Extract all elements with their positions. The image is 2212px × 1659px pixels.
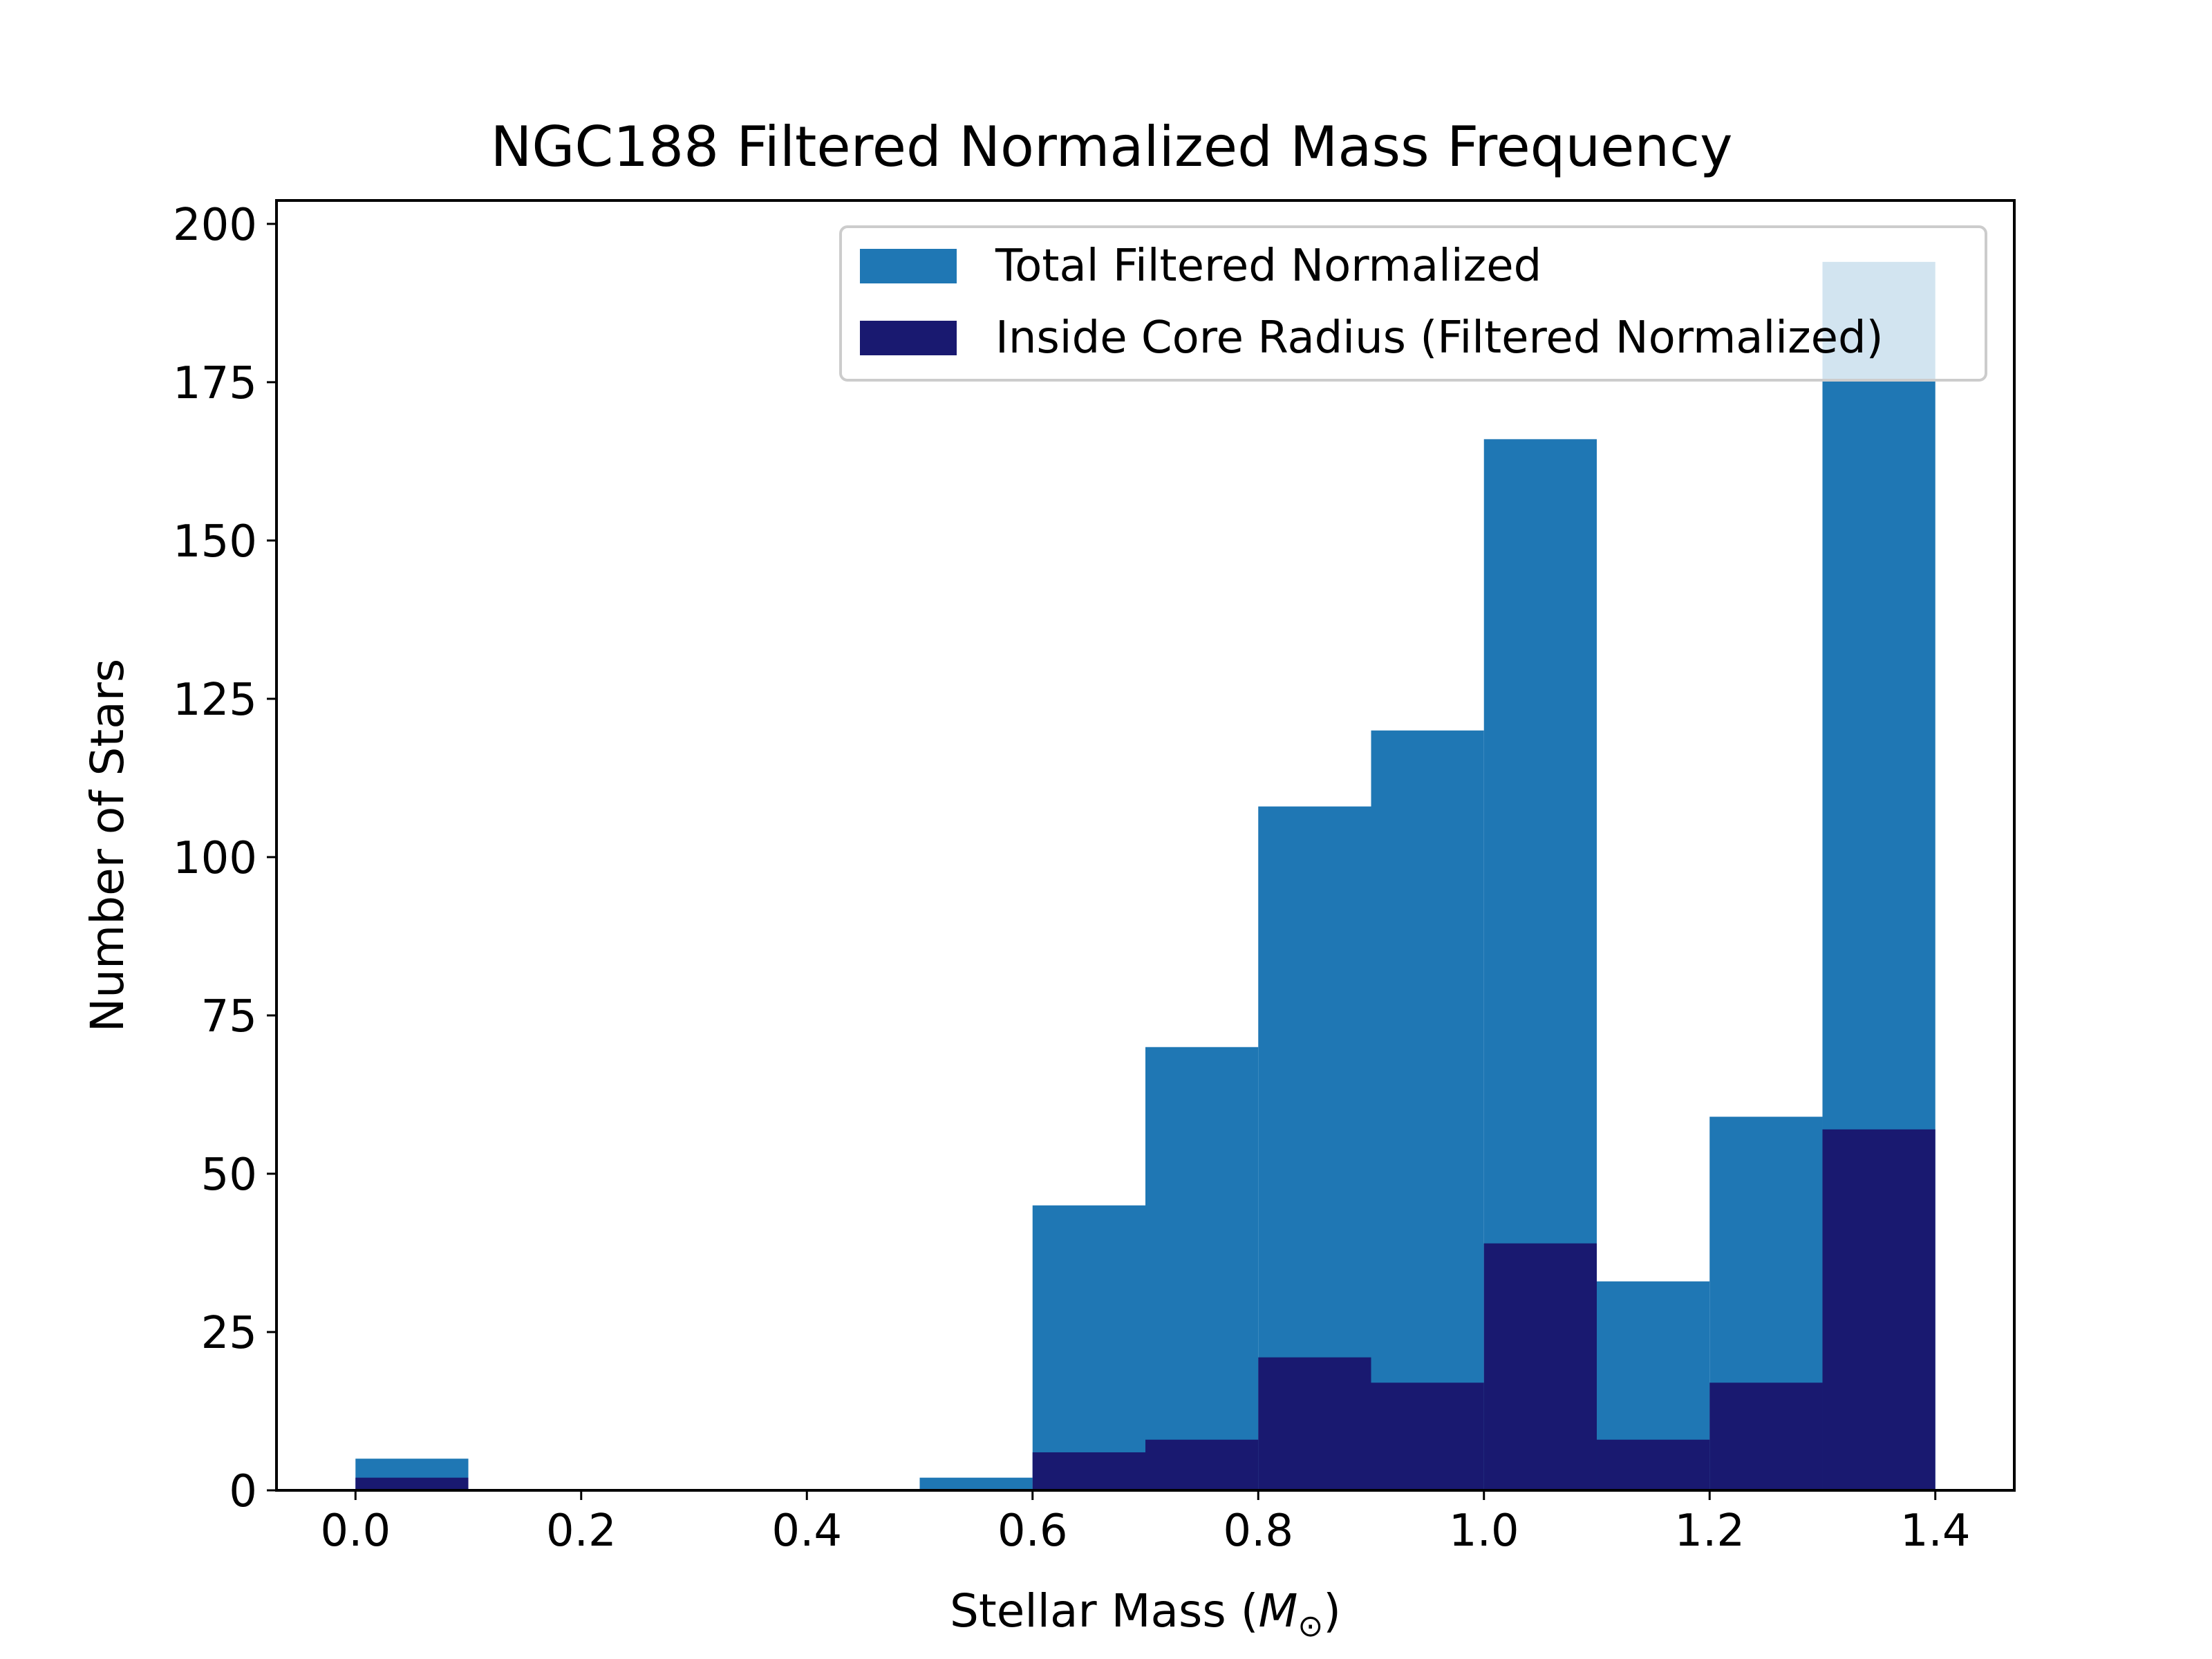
x-tick-label: 0.4 (771, 1506, 842, 1557)
legend: Total Filtered Normalized Inside Core Ra… (839, 225, 1987, 382)
x-axis-label-suffix: ) (1323, 1584, 1341, 1638)
x-axis-label: Stellar Mass (M⊙) (950, 1584, 1341, 1644)
x-tick-label: 0.8 (1223, 1506, 1293, 1557)
bar-core-9 (1371, 1382, 1484, 1490)
bar-total-7 (1145, 1047, 1259, 1490)
x-axis-label-subscript: ⊙ (1297, 1609, 1323, 1644)
bar-core-8 (1258, 1357, 1371, 1490)
x-tick-label: 1.2 (1674, 1506, 1745, 1557)
bar-core-12 (1709, 1382, 1823, 1490)
bar-core-13 (1822, 1129, 1936, 1490)
legend-box (839, 225, 1987, 382)
legend-label-core: Inside Core Radius (Filtered Normalized) (995, 312, 1884, 364)
bar-core-0 (355, 1477, 469, 1490)
legend-label-total: Total Filtered Normalized (995, 241, 1541, 292)
x-tick-label: 0.6 (997, 1506, 1068, 1557)
ticks-layer: 0.0 0.2 0.4 0.6 0.8 1.0 1.2 1.4 0 25 50 75 100 125 150… (173, 200, 1971, 1557)
y-tick-label: 25 (201, 1308, 257, 1359)
x-axis-label-symbol: M (1258, 1584, 1297, 1638)
x-tick-label: 1.0 (1449, 1506, 1519, 1557)
y-tick-label: 125 (173, 675, 257, 726)
bar-total-5 (919, 1477, 1033, 1490)
y-tick-label: 75 (201, 991, 257, 1042)
y-axis-label: Number of Stars (81, 659, 134, 1032)
x-axis-label-prefix: Stellar Mass ( (950, 1584, 1259, 1638)
y-tick-label: 175 (173, 358, 257, 409)
plot-frame (275, 199, 2016, 1492)
x-tick-label: 0.0 (320, 1506, 391, 1557)
x-tick-label: 1.4 (1900, 1506, 1971, 1557)
y-tick-label: 50 (201, 1150, 257, 1201)
legend-swatch-core (860, 321, 957, 355)
legend-swatch-total (860, 249, 957, 283)
y-tick-label: 200 (173, 200, 257, 251)
x-tick-label: 0.2 (546, 1506, 617, 1557)
bar-core-11 (1596, 1439, 1710, 1490)
bars-layer (355, 261, 1936, 1490)
bar-core-6 (1032, 1452, 1145, 1490)
bar-core-10 (1483, 1243, 1597, 1490)
y-tick-label: 150 (173, 516, 257, 568)
y-tick-label: 100 (173, 833, 257, 884)
bar-core-7 (1145, 1439, 1259, 1490)
bar-total-9 (1371, 730, 1484, 1490)
chart-title: NGC188 Filtered Normalized Mass Frequenc… (491, 115, 1733, 179)
bar-total-6 (1032, 1205, 1145, 1490)
y-tick-label: 0 (229, 1466, 257, 1517)
